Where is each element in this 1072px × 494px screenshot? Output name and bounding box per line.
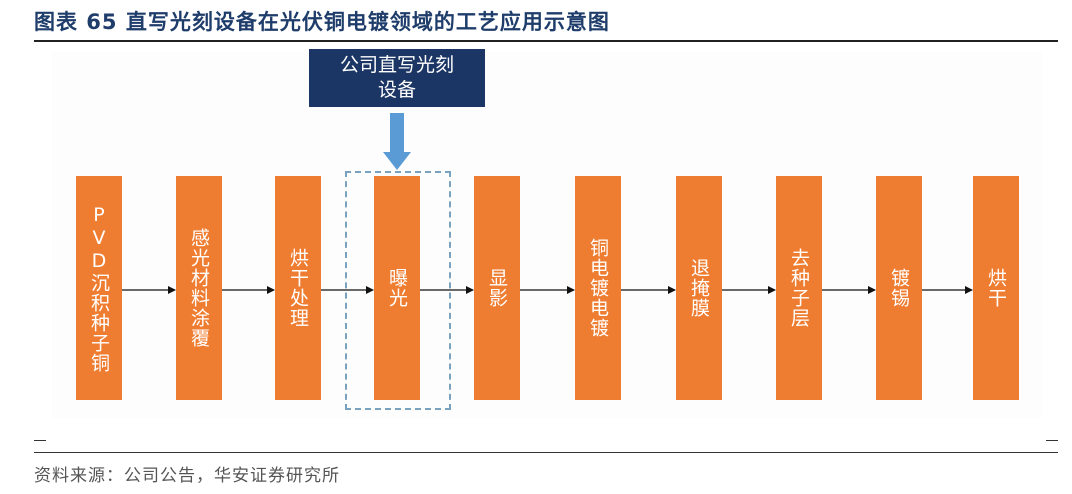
process-step-4: 曝光 <box>374 176 420 400</box>
process-step-4-label: 曝光 <box>386 268 408 308</box>
process-step-10: 烘干 <box>973 176 1019 400</box>
figure-title: 图表 65 直写光刻设备在光伏铜电镀领域的工艺应用示意图 <box>34 10 610 34</box>
process-step-7: 退掩膜 <box>676 176 722 400</box>
process-step-1: PVD沉积种子铜 <box>76 176 122 400</box>
process-step-8-label: 去种子层 <box>788 248 810 328</box>
process-step-5: 显影 <box>474 176 520 400</box>
bottom-rule-left <box>34 440 46 441</box>
process-step-8: 去种子层 <box>776 176 822 400</box>
process-step-9: 镀锡 <box>876 176 922 400</box>
process-step-7-label: 退掩膜 <box>688 258 710 318</box>
process-step-1-label: PVD沉积种子铜 <box>88 203 110 373</box>
callout-line-1: 公司直写光刻 <box>339 54 454 76</box>
source-divider <box>34 452 1058 453</box>
process-step-2: 感光材料涂覆 <box>176 176 222 400</box>
process-step-6: 铜电镀电镀 <box>575 176 621 400</box>
source-note: 资料来源：公司公告，华安证券研究所 <box>34 466 340 486</box>
process-step-6-label: 铜电镀电镀 <box>587 238 609 338</box>
callout-line-2: 设备 <box>377 79 416 101</box>
process-step-2-label: 感光材料涂覆 <box>188 228 210 348</box>
process-step-9-label: 镀锡 <box>888 268 910 308</box>
bottom-rule-right <box>1046 440 1058 441</box>
process-step-3: 烘干处理 <box>275 176 321 400</box>
process-step-10-label: 烘干 <box>985 268 1007 308</box>
process-step-3-label: 烘干处理 <box>287 248 309 328</box>
callout-box: 公司直写光刻 设备 <box>309 49 485 107</box>
title-divider <box>34 40 1058 42</box>
process-step-5-label: 显影 <box>486 268 508 308</box>
